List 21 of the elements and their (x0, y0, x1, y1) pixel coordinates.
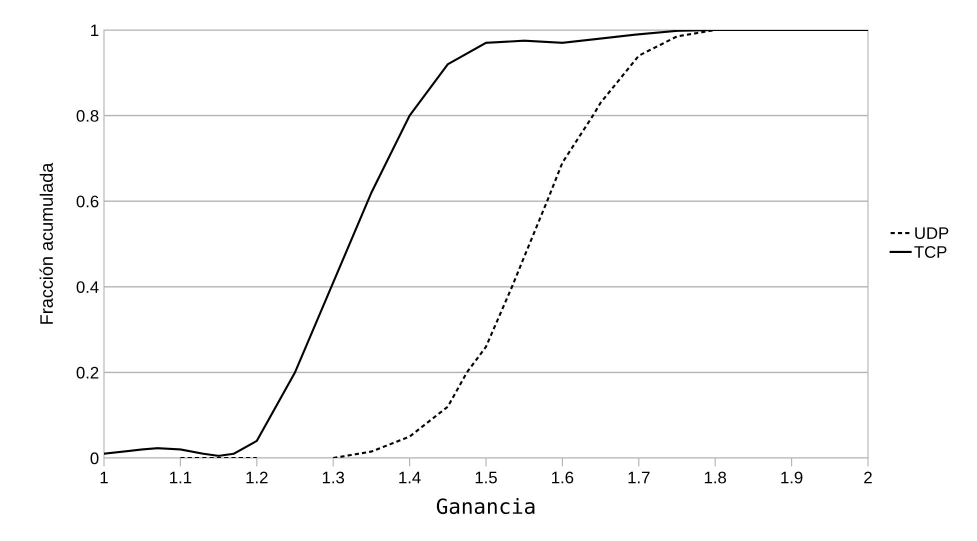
x-tick-label: 2 (864, 472, 872, 484)
y-tick-label: 0.6 (76, 196, 98, 208)
x-tick-label: 1 (100, 472, 108, 484)
x-tick-label: 1.6 (552, 472, 574, 484)
x-tick-label: 1.8 (704, 472, 726, 484)
x-tick-label: 1.9 (781, 472, 802, 484)
legend-label: TCP (914, 246, 946, 258)
x-tick-label: 1.7 (628, 472, 650, 484)
y-tick-label: 0 (90, 452, 98, 464)
legend-label: UDP (915, 227, 948, 240)
y-axis-title: Fracción acumulada (39, 162, 53, 324)
y-tick-label: 0.4 (76, 281, 99, 294)
x-tick-label: 1.2 (246, 472, 268, 484)
x-tick-label: 1.1 (170, 472, 192, 484)
x-tick-label: 1.3 (322, 472, 344, 484)
x-tick-label: 1.4 (399, 472, 421, 484)
y-tick-label: 0.2 (76, 366, 98, 379)
y-tick-label: 0.8 (76, 110, 98, 122)
y-tick-label: 1 (91, 24, 98, 36)
x-tick-label: 1.5 (476, 472, 497, 484)
x-axis-title: Ganancia (436, 498, 534, 514)
